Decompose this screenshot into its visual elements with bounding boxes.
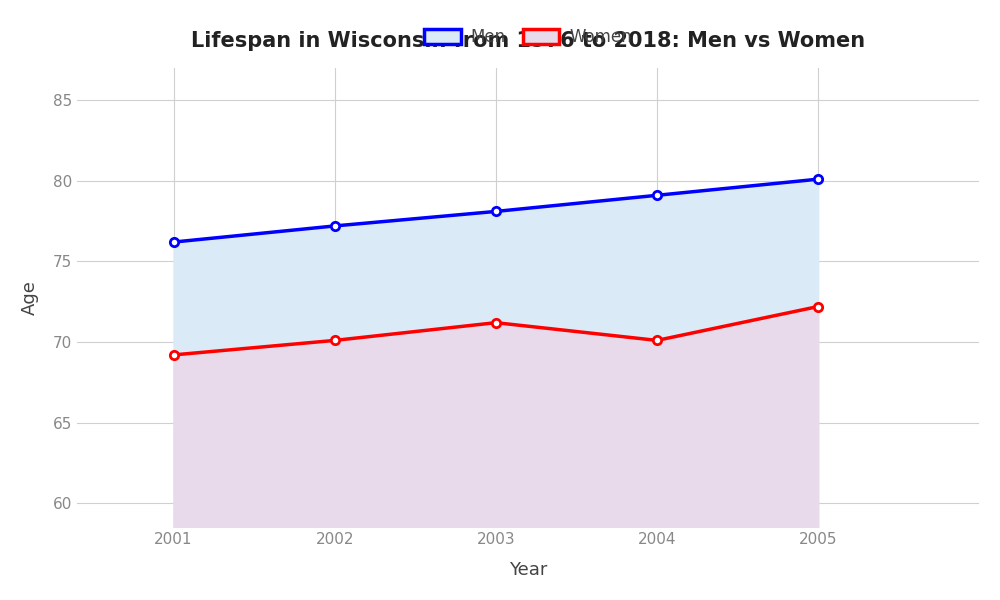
X-axis label: Year: Year	[509, 561, 547, 579]
Title: Lifespan in Wisconsin from 1976 to 2018: Men vs Women: Lifespan in Wisconsin from 1976 to 2018:…	[191, 31, 865, 51]
Legend: Men, Women: Men, Women	[418, 21, 639, 52]
Y-axis label: Age: Age	[21, 280, 39, 315]
